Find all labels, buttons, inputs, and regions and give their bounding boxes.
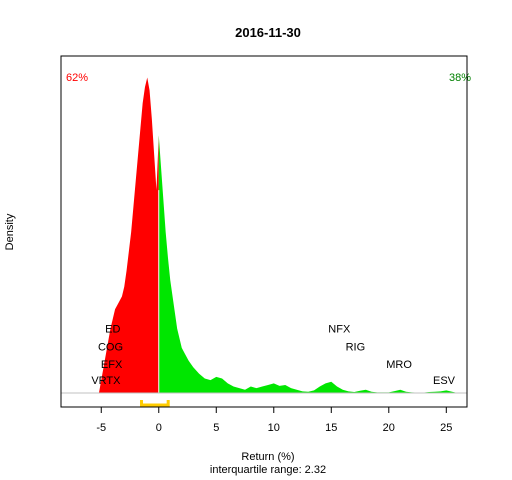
ticker-label: EFX [101,359,123,371]
density-area-layer [61,77,467,407]
iqr-bracket [140,400,170,407]
x-tick-label: 20 [383,422,395,434]
y-axis-label: Density [4,213,16,250]
x-tick-label: -5 [96,422,106,434]
negative-density-area [98,77,159,393]
x-tick-label: 15 [325,422,337,434]
x-tick-label: 25 [440,422,452,434]
negative-share-label: 62% [66,72,88,84]
positive-density-area [158,135,458,393]
iqr-subtitle: interquartile range: 2.32 [210,464,326,476]
x-tick-label: 0 [156,422,162,434]
ticker-label: COG [98,341,123,353]
ticker-label: ESV [433,375,456,387]
ticker-label: VRTX [91,375,121,387]
chart-title: 2016-11-30 [235,25,301,40]
ticker-label: MRO [386,359,412,371]
x-tick-label: 5 [213,422,219,434]
ticker-label: NFX [328,324,351,336]
ticker-label: RIG [346,341,366,353]
plot-frame [60,55,468,408]
x-axis-label: Return (%) [241,451,294,463]
ticker-label: ED [105,324,120,336]
ticker-label-layer: ED COG EFX VRTX NFX RIG MRO ESV [91,324,455,388]
positive-share-label: 38% [449,72,471,84]
x-tick-label: 10 [268,422,280,434]
x-axis: -5 0 5 10 15 20 25 [96,407,452,434]
